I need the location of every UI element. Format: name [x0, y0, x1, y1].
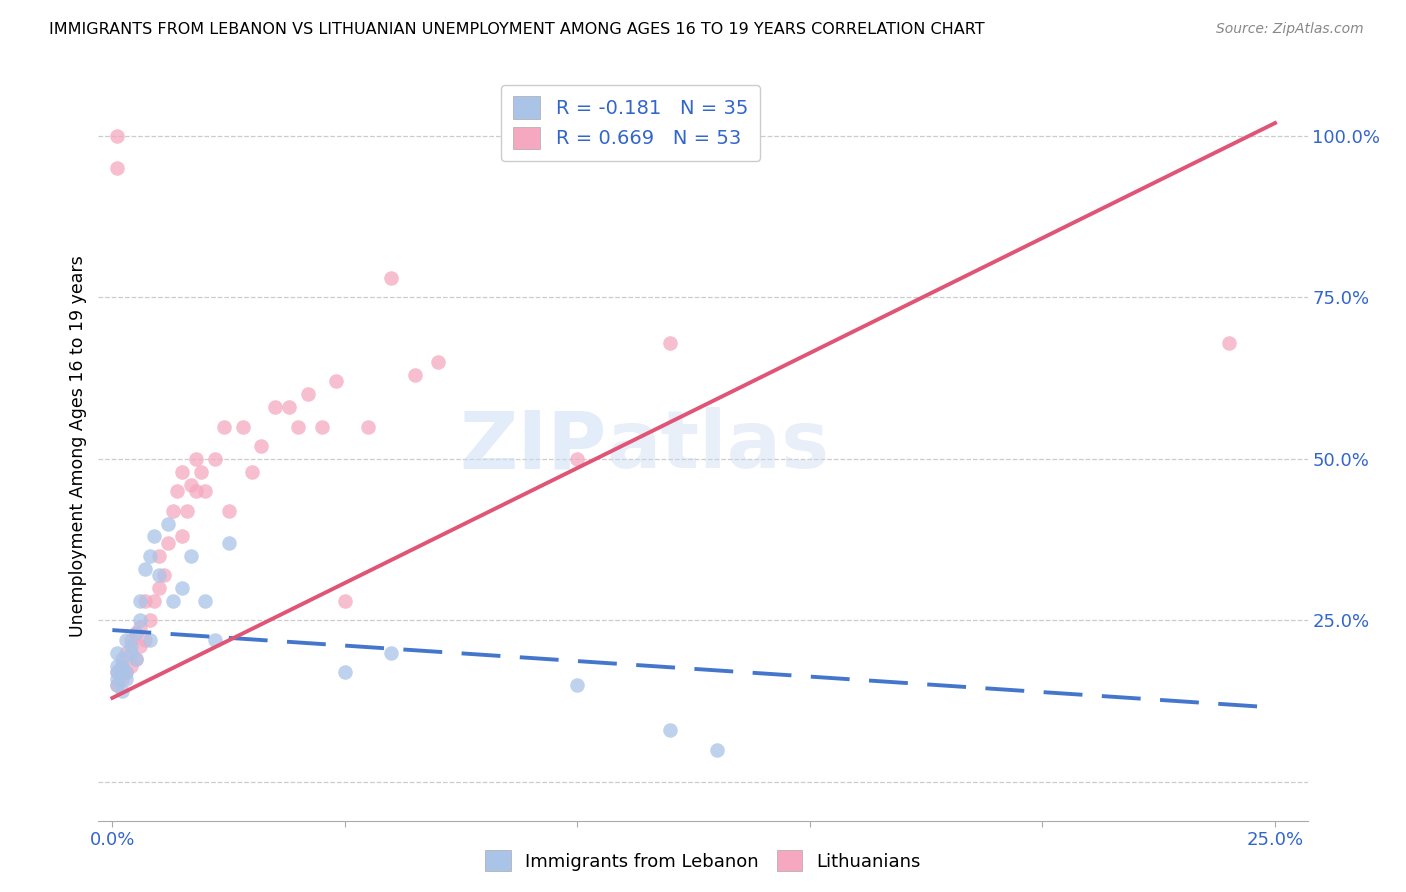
- Point: [157, 516, 180, 531]
- Point: [105, 161, 128, 176]
- Point: [134, 632, 156, 647]
- Point: [218, 536, 240, 550]
- Point: [567, 451, 589, 466]
- Point: [120, 646, 142, 660]
- Point: [111, 665, 134, 679]
- Point: [567, 678, 589, 692]
- Point: [706, 742, 728, 756]
- Point: [297, 387, 319, 401]
- Point: [111, 652, 134, 666]
- Point: [194, 484, 217, 499]
- Point: [120, 632, 142, 647]
- Point: [162, 594, 184, 608]
- Point: [115, 646, 138, 660]
- Point: [426, 355, 449, 369]
- Point: [148, 549, 170, 563]
- Point: [278, 401, 301, 415]
- Point: [138, 549, 160, 563]
- Point: [404, 368, 426, 382]
- Point: [143, 529, 166, 543]
- Text: ZIP: ZIP: [458, 407, 606, 485]
- Point: [138, 632, 160, 647]
- Point: [380, 646, 402, 660]
- Point: [180, 549, 202, 563]
- Point: [111, 658, 134, 673]
- Point: [357, 419, 380, 434]
- Point: [311, 419, 333, 434]
- Point: [115, 665, 138, 679]
- Point: [232, 419, 254, 434]
- Point: [152, 568, 174, 582]
- Point: [120, 658, 142, 673]
- Y-axis label: Unemployment Among Ages 16 to 19 years: Unemployment Among Ages 16 to 19 years: [69, 255, 87, 637]
- Point: [105, 658, 128, 673]
- Point: [212, 419, 235, 434]
- Point: [287, 419, 309, 434]
- Point: [138, 614, 160, 628]
- Point: [129, 614, 152, 628]
- Point: [166, 484, 188, 499]
- Point: [659, 335, 682, 350]
- Legend: R = -0.181   N = 35, R = 0.669   N = 53: R = -0.181 N = 35, R = 0.669 N = 53: [501, 85, 759, 161]
- Point: [240, 465, 263, 479]
- Point: [190, 465, 212, 479]
- Point: [172, 465, 194, 479]
- Text: IMMIGRANTS FROM LEBANON VS LITHUANIAN UNEMPLOYMENT AMONG AGES 16 TO 19 YEARS COR: IMMIGRANTS FROM LEBANON VS LITHUANIAN UN…: [49, 22, 984, 37]
- Point: [184, 484, 207, 499]
- Point: [333, 594, 356, 608]
- Point: [115, 632, 138, 647]
- Point: [111, 672, 134, 686]
- Point: [172, 581, 194, 595]
- Point: [129, 594, 152, 608]
- Point: [380, 271, 402, 285]
- Text: Source: ZipAtlas.com: Source: ZipAtlas.com: [1216, 22, 1364, 37]
- Point: [124, 626, 146, 640]
- Point: [120, 639, 142, 653]
- Point: [105, 678, 128, 692]
- Point: [124, 626, 146, 640]
- Point: [143, 594, 166, 608]
- Point: [180, 477, 202, 491]
- Point: [105, 672, 128, 686]
- Point: [134, 562, 156, 576]
- Point: [115, 672, 138, 686]
- Point: [1218, 335, 1240, 350]
- Point: [333, 665, 356, 679]
- Point: [250, 439, 273, 453]
- Point: [134, 594, 156, 608]
- Point: [204, 451, 226, 466]
- Point: [157, 536, 180, 550]
- Point: [162, 503, 184, 517]
- Point: [325, 375, 347, 389]
- Point: [176, 503, 198, 517]
- Point: [184, 451, 207, 466]
- Point: [659, 723, 682, 738]
- Point: [105, 665, 128, 679]
- Point: [204, 632, 226, 647]
- Point: [105, 678, 128, 692]
- Point: [115, 665, 138, 679]
- Point: [148, 568, 170, 582]
- Point: [129, 620, 152, 634]
- Point: [105, 646, 128, 660]
- Point: [172, 529, 194, 543]
- Point: [105, 665, 128, 679]
- Point: [194, 594, 217, 608]
- Point: [218, 503, 240, 517]
- Point: [129, 639, 152, 653]
- Text: atlas: atlas: [606, 407, 830, 485]
- Point: [264, 401, 287, 415]
- Point: [105, 128, 128, 143]
- Point: [111, 684, 134, 698]
- Point: [124, 652, 146, 666]
- Point: [148, 581, 170, 595]
- Legend: Immigrants from Lebanon, Lithuanians: Immigrants from Lebanon, Lithuanians: [478, 843, 928, 879]
- Point: [111, 658, 134, 673]
- Point: [124, 652, 146, 666]
